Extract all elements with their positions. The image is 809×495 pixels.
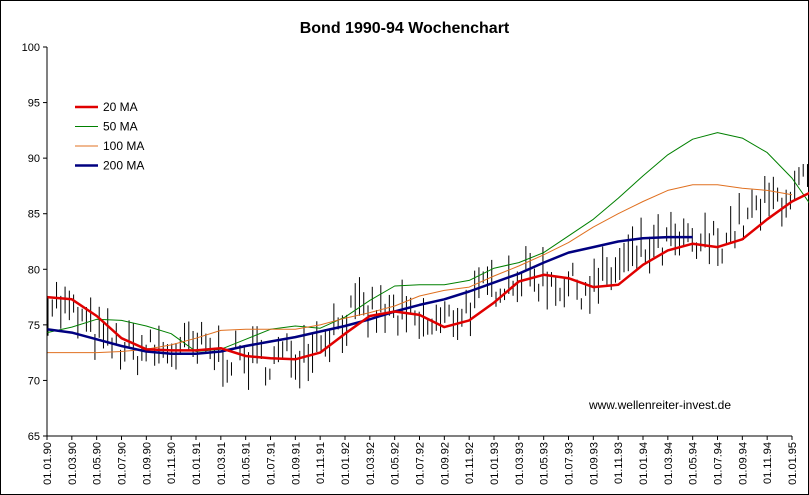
x-tick-label: 01.07.93: [564, 442, 576, 485]
ma-line-20-ma: [46, 191, 809, 361]
x-tick-label: 01.05.91: [241, 442, 253, 485]
legend-label: 20 MA: [103, 100, 138, 114]
x-tick-label: 01.09.94: [737, 442, 749, 485]
x-tick-label: 01.05.90: [92, 442, 104, 485]
x-tick-label: 01.03.94: [663, 442, 675, 485]
y-tick-label: 95: [28, 98, 40, 110]
x-tick-label: 01.01.90: [42, 442, 54, 485]
x-tick-label: 01.11.93: [613, 442, 625, 484]
x-tick-label: 01.09.93: [588, 442, 600, 485]
x-tick-label: 01.05.94: [688, 442, 700, 485]
x-tick-label: 01.01.95: [787, 442, 799, 485]
ma-line-200-ma: [46, 235, 693, 356]
moving-average-lines: [46, 132, 809, 361]
y-tick-label: 90: [28, 153, 40, 165]
x-tick-label: 01.09.92: [439, 442, 451, 485]
y-tick-label: 100: [22, 42, 40, 54]
legend-label: 200 MA: [103, 159, 144, 173]
x-tick-label: 01.07.91: [266, 442, 278, 485]
watermark-text: www.wellenreiter-invest.de: [588, 398, 731, 412]
x-tick-label: 01.01.93: [489, 442, 501, 485]
x-tick-label: 01.01.94: [638, 442, 650, 485]
x-tick-label: 01.01.91: [191, 442, 203, 485]
y-tick-label: 75: [28, 320, 40, 332]
x-tick-label: 01.03.92: [365, 442, 377, 485]
x-tick-label: 01.03.90: [67, 442, 79, 485]
x-tick-label: 01.11.94: [762, 442, 774, 484]
x-tick-label: 01.05.92: [390, 442, 402, 485]
x-tick-label: 01.09.90: [141, 442, 153, 485]
price-bars: [47, 164, 808, 390]
x-tick-label: 01.07.94: [713, 442, 725, 485]
y-tick-label: 85: [28, 209, 40, 221]
x-tick-label: 01.05.93: [539, 442, 551, 485]
axes: 65 70 75 80 85 90 95 100 01.01.90 01.03.90 01.05.9…: [22, 42, 799, 485]
x-tick-label: 01.07.90: [117, 442, 129, 485]
x-tick-label: 01.03.91: [216, 442, 228, 485]
x-tick-label: 01.03.93: [514, 442, 526, 485]
legend: 20 MA 50 MA 100 MA 200 MA: [75, 100, 144, 173]
x-tick-label: 01.11.90: [166, 442, 178, 484]
x-tick-label: 01.11.91: [315, 442, 327, 484]
ma-line-50-ma: [46, 132, 809, 352]
y-tick-label: 80: [28, 264, 40, 276]
legend-label: 50 MA: [103, 120, 138, 134]
legend-label: 100 MA: [103, 139, 144, 153]
y-tick-label: 70: [28, 375, 40, 387]
x-tick-label: 01.07.92: [415, 442, 427, 485]
x-tick-label: 01.01.92: [340, 442, 352, 485]
x-tick-label: 01.11.92: [464, 442, 476, 484]
y-tick-label: 65: [28, 431, 40, 443]
ma-line-100-ma: [47, 184, 793, 354]
chart-title: Bond 1990-94 Wochenchart: [299, 20, 510, 37]
x-tick-label: 01.09.91: [290, 442, 302, 485]
